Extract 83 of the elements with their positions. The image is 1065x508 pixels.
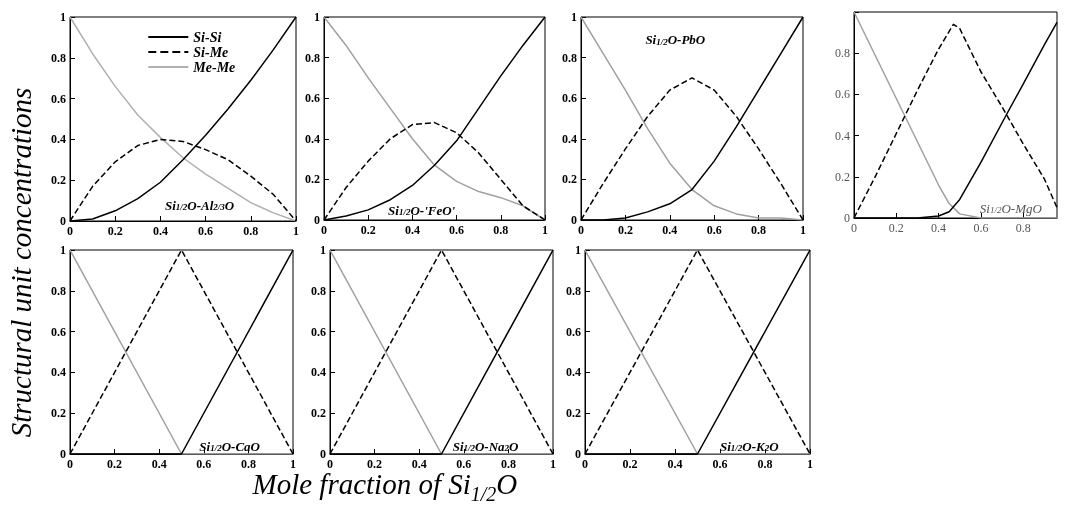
annotation: Si1/2O-Al2/3O xyxy=(164,197,235,213)
x-tick-label: 0.6 xyxy=(973,221,989,235)
y-tick-label: 0.4 xyxy=(51,132,66,147)
x-tick-label: 1 xyxy=(293,224,299,238)
y-tick-label: 0.6 xyxy=(51,324,66,339)
y-tick-label: 0.4 xyxy=(566,365,581,380)
y-tick-label: 0.8 xyxy=(562,50,577,65)
y-tick-label: 0.8 xyxy=(835,46,850,61)
x-tick-label: 0.6 xyxy=(712,457,728,471)
legend-label: Si-Si xyxy=(193,29,222,45)
x-tick-label: 0.8 xyxy=(751,223,767,237)
annotation: Si1/2O-PbO xyxy=(645,32,706,48)
y-tick-label: 1 xyxy=(320,243,326,257)
y-tick-label: 0 xyxy=(60,447,66,461)
x-tick-label: 0.6 xyxy=(456,457,472,471)
x-tick-label: 0.6 xyxy=(449,223,465,237)
x-tick-label: 0.2 xyxy=(888,221,904,235)
annotation: Si1/2O-'FeO' xyxy=(388,202,456,218)
y-tick-label: 0 xyxy=(844,211,850,225)
x-tick-label: 0.8 xyxy=(243,224,259,238)
x-tick-label: 1 xyxy=(550,457,556,471)
y-tick-label: 0.2 xyxy=(311,406,326,421)
y-tick-label: 0.6 xyxy=(566,324,581,339)
x-tick-label: 0.4 xyxy=(404,223,420,237)
y-tick-label: 0.8 xyxy=(311,283,326,298)
y-tick-label: 1 xyxy=(314,10,320,24)
y-tick-label: 0.4 xyxy=(311,365,326,380)
x-tick-label: 0.4 xyxy=(662,223,678,237)
x-tick-label: 1 xyxy=(290,457,296,471)
x-tick-label: 0.4 xyxy=(151,457,167,471)
x-tick-label: 0.2 xyxy=(622,457,638,471)
x-tick-label: 0.8 xyxy=(493,223,509,237)
y-tick-label: 0.4 xyxy=(835,128,850,143)
legend-label: Me-Me xyxy=(192,59,236,75)
x-tick-label: 0.6 xyxy=(196,457,212,471)
y-tick-label: 0 xyxy=(320,447,326,461)
x-tick-label: 0.2 xyxy=(107,224,123,238)
x-tick-label: 0.2 xyxy=(617,223,633,237)
x-tick-label: 1 xyxy=(800,223,806,237)
y-tick-label: 0.2 xyxy=(51,173,66,188)
x-tick-label: 0.8 xyxy=(240,457,256,471)
y-tick-label: 0.8 xyxy=(51,50,66,65)
y-tick-label: 0.2 xyxy=(51,406,66,421)
y-tick-label: 0.4 xyxy=(305,131,320,146)
x-tick-label: 0.2 xyxy=(367,457,383,471)
x-tick-label: 0.4 xyxy=(152,224,168,238)
annotation: Si1/2O-MgO xyxy=(979,200,1043,216)
x-tick-label: 0.4 xyxy=(411,457,427,471)
x-tick-label: 0.6 xyxy=(706,223,722,237)
x-tick-label: 0.6 xyxy=(198,224,214,238)
x-tick-label: 1 xyxy=(807,457,813,471)
y-tick-label: 0.6 xyxy=(51,91,66,106)
y-tick-label: 0.2 xyxy=(835,169,850,184)
x-tick-label: 0.2 xyxy=(360,223,376,237)
x-tick-label: 1 xyxy=(542,223,548,237)
y-tick-label: 0.2 xyxy=(562,172,577,187)
y-tick-label: 0.6 xyxy=(562,91,577,106)
y-tick-label: 0 xyxy=(575,447,581,461)
y-tick-label: 1 xyxy=(571,10,577,24)
y-tick-label: 1 xyxy=(575,243,581,257)
y-axis-title: Structural unit concentrations xyxy=(5,87,39,437)
y-tick-label: 0.6 xyxy=(305,91,320,106)
annotation: Si1/2O-Na2O xyxy=(452,438,520,454)
y-tick-label: 1 xyxy=(60,243,66,257)
y-tick-label: 0.2 xyxy=(305,172,320,187)
x-tick-label: 0.8 xyxy=(757,457,773,471)
y-tick-label: 0.2 xyxy=(566,406,581,421)
y-tick-label: 0.8 xyxy=(51,283,66,298)
y-tick-label: 0.8 xyxy=(305,50,320,65)
legend-label: Si-Me xyxy=(193,44,229,60)
y-tick-label: 0.4 xyxy=(51,365,66,380)
x-tick-label: 0.2 xyxy=(107,457,123,471)
x-tick-label: 0.4 xyxy=(667,457,683,471)
y-tick-label: 0.8 xyxy=(566,283,581,298)
y-tick-label: 0.6 xyxy=(835,87,850,102)
annotation: Si1/2O-CaO xyxy=(199,438,261,454)
y-tick-label: 0.4 xyxy=(562,131,577,146)
x-tick-label: 0.8 xyxy=(500,457,516,471)
x-tick-label: 0.4 xyxy=(931,221,947,235)
x-tick-label: 0.8 xyxy=(1015,221,1031,235)
x-axis-title: Mole fraction of Si$_{1/2}$O xyxy=(252,468,518,505)
y-tick-label: 0.6 xyxy=(311,324,326,339)
y-tick-label: 1 xyxy=(60,10,66,24)
